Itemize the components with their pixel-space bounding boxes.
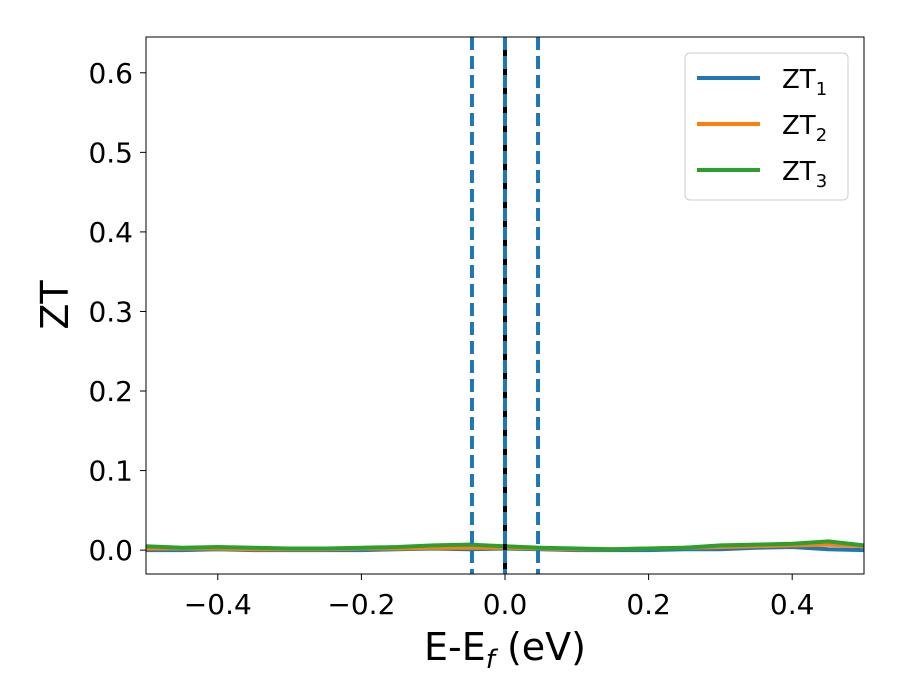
y-tick-label: 0.5 [88, 136, 133, 169]
legend-label-1: ZT1 [782, 65, 827, 100]
y-tick-label: 0.2 [88, 375, 133, 408]
x-tick-label: 0.0 [483, 588, 528, 621]
x-axis: −0.4 −0.2 0.0 0.2 0.4 [184, 574, 815, 621]
legend-label-2: ZT2 [782, 111, 827, 146]
plot-area [146, 37, 864, 574]
x-tick-label: −0.2 [327, 588, 395, 621]
legend: ZT1 ZT2 ZT3 [684, 52, 849, 201]
y-tick-label: 0.3 [88, 295, 133, 328]
y-axis: 0.0 0.1 0.2 0.3 0.4 0.5 0.6 [88, 57, 146, 567]
x-tick-label: 0.2 [626, 588, 671, 621]
y-tick-label: 0.4 [88, 216, 133, 249]
y-tick-label: 0.6 [88, 57, 133, 90]
y-tick-label: 0.0 [88, 534, 133, 567]
y-axis-title: ZT [33, 280, 77, 330]
x-tick-label: 0.4 [770, 588, 815, 621]
legend-box [684, 52, 849, 201]
legend-label-3: ZT3 [782, 157, 827, 192]
x-axis-title: E-Ef (eV) [424, 625, 586, 675]
x-tick-label: −0.4 [184, 588, 252, 621]
y-tick-label: 0.1 [88, 455, 133, 488]
